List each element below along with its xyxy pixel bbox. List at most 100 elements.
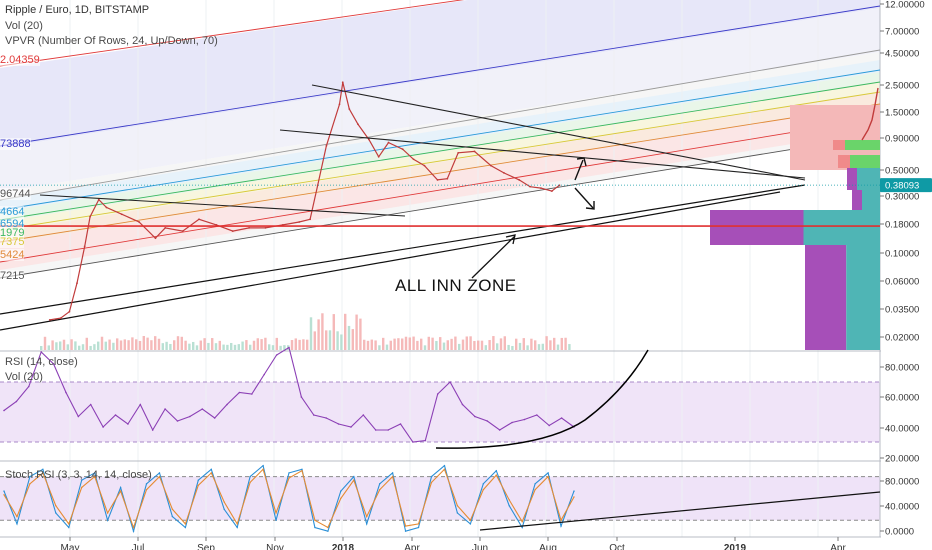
stoch-d-point-40 xyxy=(521,521,523,523)
all-inn-zone-annotation[interactable]: ALL INN ZONE xyxy=(395,276,517,295)
price-point-28 xyxy=(377,155,380,158)
price-point-19 xyxy=(298,221,301,223)
volume-bar-139 xyxy=(568,344,571,350)
channel-lines-layer xyxy=(0,0,881,331)
volume-bar-76 xyxy=(328,330,332,350)
rsi-point-14 xyxy=(176,420,179,422)
channel-band-orange xyxy=(0,92,880,244)
volume-bar-47 xyxy=(218,340,221,350)
rsi-point-40 xyxy=(498,429,501,431)
price-tick-label-3: 2.50000 xyxy=(885,81,919,92)
volume-bar-105 xyxy=(439,337,442,350)
rsi-point-3 xyxy=(40,351,42,353)
stoch-d-point-0 xyxy=(3,494,5,496)
price-point-11 xyxy=(164,226,167,229)
drawings-layer[interactable] xyxy=(39,84,806,279)
price-point-8 xyxy=(120,213,123,216)
stoch-rsi-indicator-label[interactable]: Stoch RSI (3, 3, 14, 14, close) xyxy=(5,469,152,481)
price-point-5 xyxy=(89,215,91,218)
channel-line-10 xyxy=(0,191,781,331)
price-point-10 xyxy=(154,237,157,240)
stoch-k-point-9 xyxy=(119,486,122,489)
volume-bar-128 xyxy=(526,345,529,350)
stoch-band-fill xyxy=(0,476,880,521)
price-point-35 xyxy=(457,151,460,154)
volume-bar-3 xyxy=(51,340,54,350)
stoch-k-point-20 xyxy=(262,464,264,467)
stoch-k-point-14 xyxy=(184,526,187,529)
volume-bar-5 xyxy=(59,341,62,350)
x-tick-label-8: Oct xyxy=(609,543,625,550)
volume-bar-30 xyxy=(154,336,157,350)
channel-line-9 xyxy=(0,184,806,315)
vpvr-bar-down-3 xyxy=(847,168,857,190)
volume-bar-136 xyxy=(556,344,560,350)
vpvr-bar-green-1 xyxy=(845,140,880,150)
rsi-point-10 xyxy=(127,423,129,425)
volume-bar-0 xyxy=(40,346,43,350)
price-tick-label-8: 0.18000 xyxy=(885,220,919,231)
stoch-d-point-36 xyxy=(469,519,472,521)
stoch-d-point-6 xyxy=(81,486,83,489)
volume-bar-95 xyxy=(401,338,404,350)
volume-bar-96 xyxy=(404,336,408,350)
rsi-point-37 xyxy=(461,403,464,406)
stoch-d-point-24 xyxy=(314,519,316,521)
price-point-2 xyxy=(68,310,71,313)
stoch-d-point-13 xyxy=(171,508,174,511)
vpvr-indicator-label[interactable]: VPVR (Number Of Rows, 24, Up/Down, 70) xyxy=(5,35,218,47)
rsi-point-21 xyxy=(263,373,266,376)
volume-bar-94 xyxy=(397,338,400,350)
rsi-point-43 xyxy=(536,414,538,416)
volume-bar-57 xyxy=(256,338,259,350)
vol-indicator-label[interactable]: Vol (20) xyxy=(5,20,43,32)
volume-bar-67 xyxy=(294,338,297,350)
volume-bar-131 xyxy=(537,344,541,350)
price-point-1 xyxy=(59,317,62,320)
volume-bar-10 xyxy=(78,345,81,350)
volume-bar-91 xyxy=(385,344,389,350)
volume-bar-82 xyxy=(351,329,354,350)
stoch-d-point-22 xyxy=(288,477,290,479)
stoch-d-point-17 xyxy=(223,501,225,503)
volume-bar-33 xyxy=(165,341,168,350)
volume-bar-20 xyxy=(116,338,119,350)
volume-bar-11 xyxy=(81,344,85,350)
vpvr-bar-up-6 xyxy=(846,245,880,350)
price-point-20 xyxy=(309,218,311,221)
rsi-point-0 xyxy=(3,409,5,412)
volume-bar-124 xyxy=(511,345,514,350)
channel-line-2 xyxy=(0,49,881,201)
stoch-d-point-7 xyxy=(93,475,96,478)
price-tick-label-4: 1.50000 xyxy=(885,108,919,119)
x-tick-label-6: Jun xyxy=(472,543,488,550)
volume-bar-1 xyxy=(43,336,47,350)
arrow-up xyxy=(574,159,584,181)
rsi-vol-label[interactable]: Vol (20) xyxy=(5,371,43,383)
stoch-d-point-12 xyxy=(158,475,161,478)
volume-bar-2 xyxy=(47,345,50,350)
rsi-indicator-label[interactable]: RSI (14, close) xyxy=(5,356,78,368)
stoch-k-point-30 xyxy=(391,472,394,474)
x-tick-label-0: May xyxy=(61,543,80,550)
volume-bar-50 xyxy=(230,342,233,350)
rsi-tick-label-0: 80.0000 xyxy=(885,363,919,374)
stoch-d-point-23 xyxy=(301,470,303,472)
rsi-tick-label-2: 40.0000 xyxy=(885,424,919,435)
price-point-43 xyxy=(558,184,561,187)
stoch-d-point-33 xyxy=(430,481,433,484)
volume-bar-132 xyxy=(541,343,544,350)
price-point-37 xyxy=(489,164,492,167)
x-tick-label-9: 2019 xyxy=(724,543,747,550)
volume-bar-79 xyxy=(340,334,343,350)
volume-bar-133 xyxy=(545,336,548,350)
stoch-d-point-20 xyxy=(262,468,264,470)
volume-bar-26 xyxy=(138,340,142,350)
stoch-k-point-7 xyxy=(93,472,96,474)
volume-bar-123 xyxy=(507,344,510,350)
rsi-point-5 xyxy=(65,391,67,394)
trendline-1 xyxy=(279,129,806,179)
stoch-d-point-27 xyxy=(353,479,355,481)
stoch-d-point-26 xyxy=(340,497,342,500)
